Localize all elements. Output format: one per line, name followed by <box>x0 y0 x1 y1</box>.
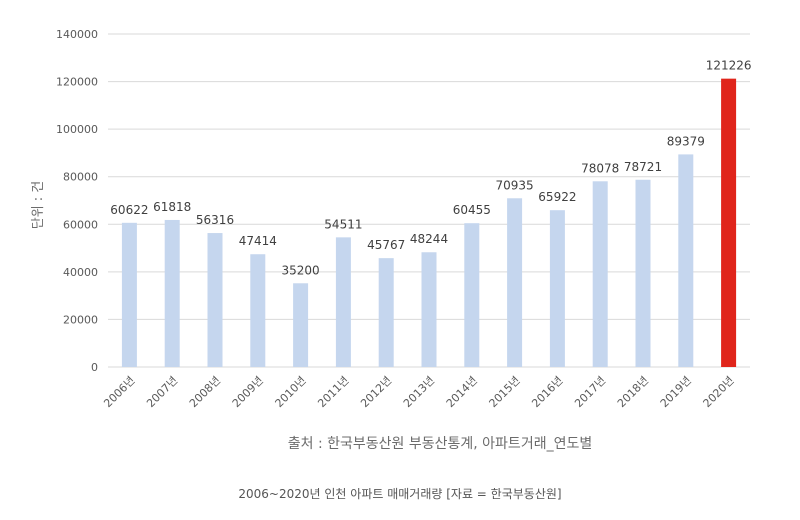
bar-2009년 <box>250 254 266 367</box>
bar-2013년 <box>421 252 437 367</box>
bar-2006년 <box>121 222 137 367</box>
x-tick-label: 2012년 <box>358 374 394 410</box>
x-tick-label: 2016년 <box>529 374 565 410</box>
x-tick-label: 2008년 <box>187 374 223 410</box>
y-tick-label: 60000 <box>63 218 98 231</box>
x-tick-label: 2020년 <box>701 374 737 410</box>
data-labels: 60622 61818 56316 47414 35200 54511 45767 48244… <box>110 59 751 278</box>
bars <box>121 78 737 367</box>
data-label: 35200 <box>282 263 320 277</box>
bar-2016년 <box>549 210 565 367</box>
bar-2018년 <box>635 179 651 367</box>
y-tick-label: 100000 <box>56 123 98 136</box>
data-label: 48244 <box>410 232 448 246</box>
data-label: 56316 <box>196 213 234 227</box>
x-tick-label: 2015년 <box>487 374 523 410</box>
bar-2020년 <box>721 78 737 367</box>
x-tick-label: 2011년 <box>315 374 351 410</box>
bar-2019년 <box>678 154 694 367</box>
x-tick-label: 2014년 <box>444 374 480 410</box>
y-axis-title: 단위 : 건 <box>31 181 46 230</box>
x-axis-ticks: 2006년 2007년 2008년 2009년 2010년 2011년 2012년 2013년… <box>101 374 736 410</box>
x-tick-label: 2013년 <box>401 374 437 410</box>
y-axis-ticks: 0 20000 40000 60000 80000 100000 120000 140000 <box>56 28 98 374</box>
data-label: 60622 <box>110 203 148 217</box>
x-axis-title: 출처 : 한국부동산원 부동산통계, 아파트거래_연도별 <box>288 436 592 452</box>
data-label: 54511 <box>324 217 362 231</box>
data-label: 45767 <box>367 238 405 252</box>
data-label: 78078 <box>581 161 619 175</box>
data-label: 65922 <box>538 190 576 204</box>
data-label: 70935 <box>496 178 534 192</box>
y-tick-label: 140000 <box>56 28 98 41</box>
x-tick-label: 2017년 <box>572 374 608 410</box>
bar-2008년 <box>207 233 223 367</box>
x-tick-label: 2006년 <box>101 374 137 410</box>
bar-2017년 <box>592 181 608 367</box>
data-label: 121226 <box>706 59 752 73</box>
data-label: 78721 <box>624 160 662 174</box>
bar-2012년 <box>378 258 394 367</box>
bar-2007년 <box>164 219 180 367</box>
x-tick-label: 2007년 <box>144 374 180 410</box>
data-label: 89379 <box>667 134 705 148</box>
bar-2015년 <box>507 198 523 367</box>
bar-2011년 <box>335 237 351 367</box>
data-label: 61818 <box>153 200 191 214</box>
y-tick-label: 80000 <box>63 171 98 184</box>
y-tick-label: 40000 <box>63 266 98 279</box>
x-tick-label: 2019년 <box>658 374 694 410</box>
x-tick-label: 2009년 <box>230 374 266 410</box>
bar-2010년 <box>293 283 309 367</box>
y-tick-label: 0 <box>91 361 98 374</box>
y-tick-label: 20000 <box>63 313 98 326</box>
x-tick-label: 2018년 <box>615 374 651 410</box>
x-tick-label: 2010년 <box>273 374 309 410</box>
y-tick-label: 120000 <box>56 76 98 89</box>
bar-2014년 <box>464 223 480 367</box>
figure-caption: 2006~2020년 인천 아파트 매매거래량 [자료 = 한국부동산원] <box>238 487 562 501</box>
data-label: 60455 <box>453 203 491 217</box>
data-label: 47414 <box>239 234 277 248</box>
